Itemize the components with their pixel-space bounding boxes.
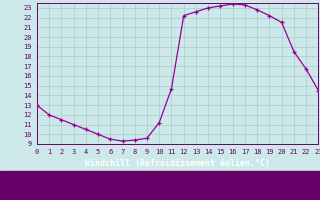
X-axis label: Windchill (Refroidissement éolien,°C): Windchill (Refroidissement éolien,°C) [85, 159, 270, 168]
